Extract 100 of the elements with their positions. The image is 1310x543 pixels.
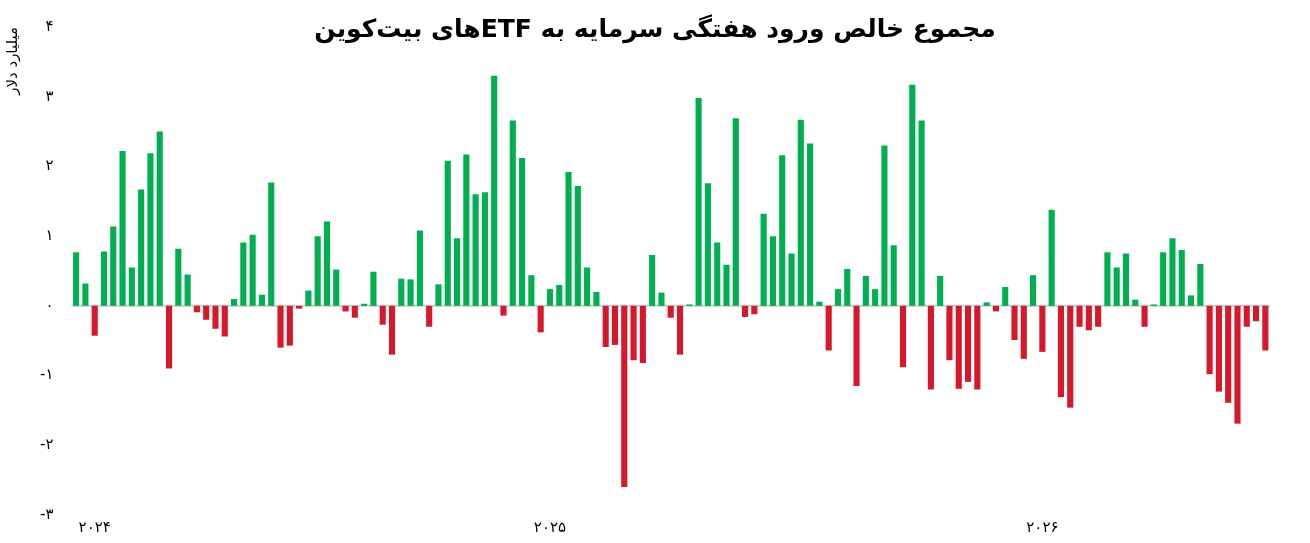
bar <box>110 226 117 306</box>
bar <box>435 284 442 306</box>
bar <box>203 305 210 320</box>
bar <box>602 305 609 347</box>
bar <box>212 305 219 329</box>
bar <box>1020 305 1027 359</box>
bar <box>881 145 888 306</box>
bar <box>556 284 563 306</box>
bar <box>519 158 526 306</box>
bar <box>342 305 349 312</box>
bar <box>286 305 293 346</box>
bar <box>946 305 953 361</box>
bar <box>1243 305 1250 327</box>
bar <box>918 120 925 306</box>
bar <box>156 131 163 306</box>
bar <box>184 274 191 306</box>
bar <box>704 183 711 306</box>
bar <box>91 305 98 336</box>
bar <box>964 305 972 382</box>
bar <box>1002 287 1009 306</box>
bar <box>221 305 228 337</box>
bar <box>509 120 516 306</box>
bar <box>119 151 126 306</box>
bar <box>714 242 721 306</box>
bar <box>82 283 89 306</box>
bar <box>138 189 145 306</box>
bar <box>779 155 786 306</box>
y-tick-label: -۲ <box>39 435 54 454</box>
bar <box>1095 305 1102 327</box>
bar <box>546 289 554 306</box>
bar <box>769 236 776 306</box>
bar <box>1206 305 1213 375</box>
bar <box>165 305 173 369</box>
bar <box>240 242 247 306</box>
y-tick-label: ۰ <box>45 295 54 314</box>
bar <box>593 291 600 306</box>
x-tick-label: ۲۰۲۵ <box>533 517 567 536</box>
bar <box>249 234 256 306</box>
y-tick-label: ۳ <box>45 86 54 105</box>
bar <box>351 305 358 318</box>
bar <box>742 305 749 318</box>
bar <box>379 305 386 325</box>
bar <box>649 254 656 306</box>
bar <box>370 271 377 306</box>
bar <box>834 289 842 306</box>
bar <box>872 289 879 306</box>
bar <box>1215 305 1222 392</box>
y-axis-title: میلیارد دلار <box>2 27 21 96</box>
bar <box>333 269 340 306</box>
bar <box>444 160 451 306</box>
bar <box>537 305 544 333</box>
bar <box>100 251 108 306</box>
bar <box>1113 267 1120 306</box>
bar <box>463 154 470 306</box>
bar <box>927 305 934 390</box>
bar <box>491 75 498 306</box>
bar <box>128 267 135 306</box>
bar <box>1225 305 1232 403</box>
bar <box>974 305 981 390</box>
bar <box>909 84 916 306</box>
y-tick-label: ۴ <box>45 16 54 35</box>
bar <box>1197 264 1204 306</box>
bar <box>398 278 405 306</box>
bar <box>407 279 414 306</box>
bar <box>1178 250 1185 306</box>
bar <box>361 303 368 306</box>
bar <box>426 305 433 327</box>
bar <box>1057 305 1065 398</box>
bar <box>751 305 758 315</box>
bar <box>797 119 804 306</box>
chart-title: مجموع خالص ورود هفتگی سرمایه به ETFهای بیت‌کوین <box>314 14 996 43</box>
bar <box>1122 253 1130 306</box>
bar <box>955 305 962 389</box>
bar <box>193 305 200 313</box>
y-tick-label: -۳ <box>39 504 54 523</box>
bar <box>1067 305 1074 408</box>
bar <box>667 305 674 318</box>
bar <box>890 245 897 306</box>
bar <box>844 268 851 306</box>
bar <box>1085 305 1092 331</box>
bar <box>1169 238 1176 306</box>
bar <box>695 98 702 306</box>
bar <box>1160 252 1167 306</box>
bar <box>853 305 860 387</box>
x-tick-label: ۲۰۲۶ <box>1026 517 1059 536</box>
bar <box>639 305 646 364</box>
bar <box>500 305 507 316</box>
bar <box>611 305 619 345</box>
bar <box>481 192 488 306</box>
bar <box>277 305 284 348</box>
bar <box>147 153 154 306</box>
bar <box>732 118 739 306</box>
bar <box>788 253 795 306</box>
bar <box>584 267 591 306</box>
bar <box>937 275 944 306</box>
bar <box>296 305 303 309</box>
bar <box>528 275 535 306</box>
bar <box>658 292 665 306</box>
bar <box>314 236 321 306</box>
bar <box>268 182 275 306</box>
